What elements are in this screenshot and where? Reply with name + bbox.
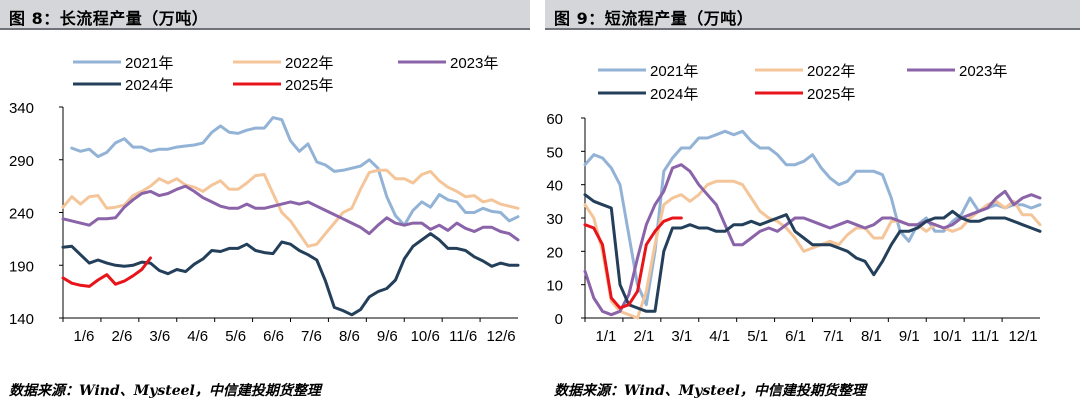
y-tick-label: 30	[546, 211, 563, 228]
legend-item: 2024年	[73, 77, 173, 94]
series-line-2024年	[583, 193, 1042, 313]
x-tick-label: 7/1	[823, 328, 844, 345]
chart-title-bar: 图 9：短流程产量（万吨）	[545, 0, 1080, 30]
y-tick-label: 240	[9, 206, 34, 223]
y-tick-label: 0	[555, 311, 563, 328]
x-tick-label: 2/1	[633, 328, 654, 345]
legend-label: 2022年	[807, 63, 855, 80]
y-tick-label: 50	[546, 144, 563, 161]
legend-label: 2021年	[125, 55, 173, 72]
series-line-2025年	[61, 256, 152, 288]
chart-source-note: 数据来源：Wind、Mysteel，中信建投期货整理	[9, 383, 321, 399]
x-tick-label: 3/1	[671, 328, 692, 345]
legend-item: 2024年	[598, 86, 698, 103]
x-tick-label: 9/1	[899, 328, 920, 345]
x-tick-label: 9/6	[377, 328, 398, 345]
x-tick-label: 10/6	[411, 328, 440, 345]
chart-title: 图 9：短流程产量（万吨）	[554, 9, 754, 28]
x-tick-label: 2/6	[111, 328, 132, 345]
x-tick-label: 1/1	[596, 328, 617, 345]
series-line-2022年	[61, 168, 520, 248]
legend-item: 2021年	[73, 55, 173, 72]
legend-item: 2025年	[755, 86, 855, 103]
chart-title-bar: 图 8：长流程产量（万吨）	[0, 0, 530, 30]
legend-item: 2023年	[907, 63, 1007, 80]
x-tick-label: 4/6	[187, 328, 208, 345]
legend-item: 2021年	[598, 63, 698, 80]
chart-title: 图 8：长流程产量（万吨）	[9, 9, 209, 28]
x-tick-label: 1/6	[74, 328, 95, 345]
x-tick-label: 11/6	[449, 328, 477, 345]
series-line-2022年	[583, 179, 1042, 320]
series-line-2023年	[61, 184, 520, 242]
y-tick-label: 190	[9, 258, 34, 275]
legend-label: 2021年	[650, 63, 698, 80]
y-tick-label: 290	[9, 153, 34, 170]
x-tick-label: 4/1	[709, 328, 730, 345]
line-chart-long-process: 140 190 240 290 340 1/6 2/6 3/6 4/6 5/6 6/6 7/6 8/6 9…	[9, 55, 520, 345]
x-tick-label: 11/1	[971, 328, 999, 345]
chart-source-note: 数据来源：Wind、Mysteel，中信建投期货整理	[554, 383, 866, 399]
x-tick-label: 12/6	[486, 328, 515, 345]
x-tick-label: 8/1	[861, 328, 882, 345]
series-line-2025年	[583, 216, 683, 310]
line-chart-short-process: 0 10 20 30 40 50 60 1/1 2/1 3/1 4/1 5/1 6/1 7/1 8/1 9/1…	[546, 63, 1042, 345]
y-tick-label: 140	[9, 311, 34, 328]
x-tick-label: 10/1	[933, 328, 962, 345]
x-tick-label: 6/6	[263, 328, 284, 345]
legend-label: 2024年	[125, 77, 173, 94]
series-line-2024年	[61, 232, 520, 317]
legend-item: 2025年	[233, 77, 333, 94]
legend-label: 2023年	[959, 63, 1007, 80]
chart-panel-long-process: 图 8：长流程产量（万吨） 140 190 240 290 340 1/6 2/6 3/6 4/…	[0, 0, 530, 404]
x-tick-label: 6/1	[785, 328, 806, 345]
legend-item: 2022年	[233, 55, 333, 72]
x-tick-label: 3/6	[149, 328, 170, 345]
legend-label: 2025年	[807, 86, 855, 103]
legend-item: 2022年	[755, 63, 855, 80]
x-tick-label: 5/1	[747, 328, 768, 345]
x-tick-label: 5/6	[225, 328, 246, 345]
legend-label: 2025年	[285, 77, 333, 94]
legend-label: 2022年	[285, 55, 333, 72]
legend-item: 2023年	[398, 55, 498, 72]
chart-panel-short-process: 图 9：短流程产量（万吨） 0 10 20 30 40 50 60 1/1 2/1 3/1 4/1 5…	[545, 0, 1080, 404]
x-tick-label: 12/1	[1008, 328, 1037, 345]
x-tick-label: 7/6	[301, 328, 322, 345]
y-tick-label: 40	[546, 178, 563, 195]
y-tick-label: 60	[546, 111, 563, 128]
legend-label: 2023年	[450, 55, 498, 72]
x-tick-label: 8/6	[339, 328, 360, 345]
y-tick-label: 10	[546, 278, 563, 295]
y-tick-label: 20	[546, 244, 563, 261]
series-line-2023年	[583, 163, 1042, 317]
series-line-2021年	[70, 116, 520, 227]
y-tick-label: 340	[9, 100, 34, 117]
legend-label: 2024年	[650, 86, 698, 103]
